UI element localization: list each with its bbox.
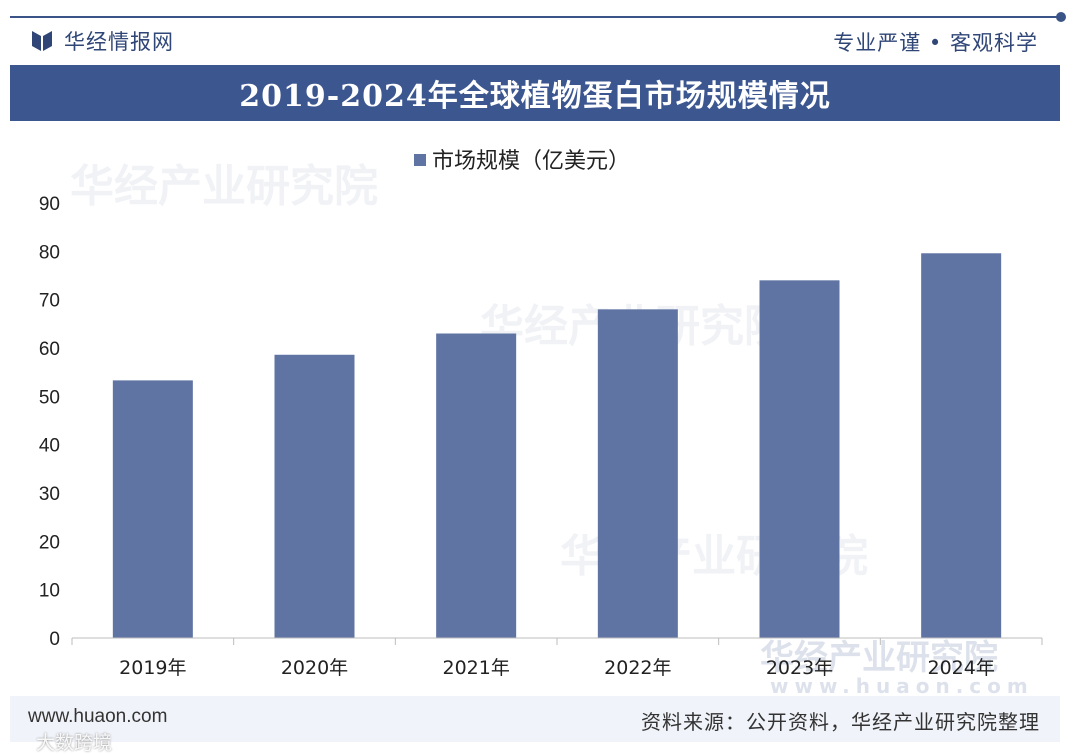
- x-tick-label: 2022年: [604, 657, 671, 679]
- y-tick-label: 0: [49, 629, 60, 650]
- x-tick-label: 2020年: [281, 657, 348, 679]
- y-tick-label: 50: [39, 387, 60, 408]
- title-bar: 2019-2024年全球植物蛋白市场规模情况: [10, 65, 1060, 121]
- x-tick-label: 2024年: [927, 657, 994, 679]
- x-tick-label: 2019年: [119, 657, 186, 679]
- footer-website: www.huaon.com: [28, 706, 168, 727]
- y-tick-label: 60: [39, 339, 60, 360]
- bar: [597, 309, 678, 638]
- brand-logo-icon: [32, 31, 52, 51]
- legend-swatch: [414, 154, 426, 166]
- y-tick-label: 10: [39, 581, 60, 602]
- slogan: 专业严谨 • 客观科学: [833, 31, 1038, 55]
- brand-logo: 华经情报网: [30, 26, 174, 56]
- x-axis: 2019年 2020年 2021年 2022年 2023年 2024年: [71, 637, 1043, 679]
- y-tick-label: 90: [39, 194, 60, 215]
- chart-title: 2019-2024年全球植物蛋白市场规模情况: [239, 79, 831, 114]
- y-tick-label: 20: [39, 532, 60, 553]
- top-rule-dot: [1056, 12, 1066, 22]
- y-tick-label: 30: [39, 484, 60, 505]
- y-axis: 0 10 20 30 40 50 60 70 80 90: [39, 194, 60, 650]
- top-rule-line: [10, 16, 1060, 18]
- x-tick-label: 2021年: [442, 657, 509, 679]
- legend-label: 市场规模（亿美元）: [432, 149, 630, 174]
- x-tick-label: 2023年: [766, 657, 833, 679]
- bar: [436, 333, 517, 638]
- footer-bar: [10, 696, 1060, 742]
- bar: [112, 380, 193, 638]
- brand-name: 华经情报网: [64, 30, 174, 54]
- bar-series: [112, 253, 1002, 638]
- bar: [921, 253, 1002, 638]
- y-tick-label: 70: [39, 291, 60, 312]
- chart-legend: 市场规模（亿美元）: [414, 149, 630, 174]
- y-tick-label: 40: [39, 436, 60, 457]
- corner-watermark: 大数跨境: [36, 732, 113, 754]
- footer-source: 资料来源：公开资料，华经产业研究院整理: [641, 710, 1040, 734]
- bar: [759, 280, 840, 638]
- bar: [274, 354, 355, 638]
- y-tick-label: 80: [39, 242, 60, 263]
